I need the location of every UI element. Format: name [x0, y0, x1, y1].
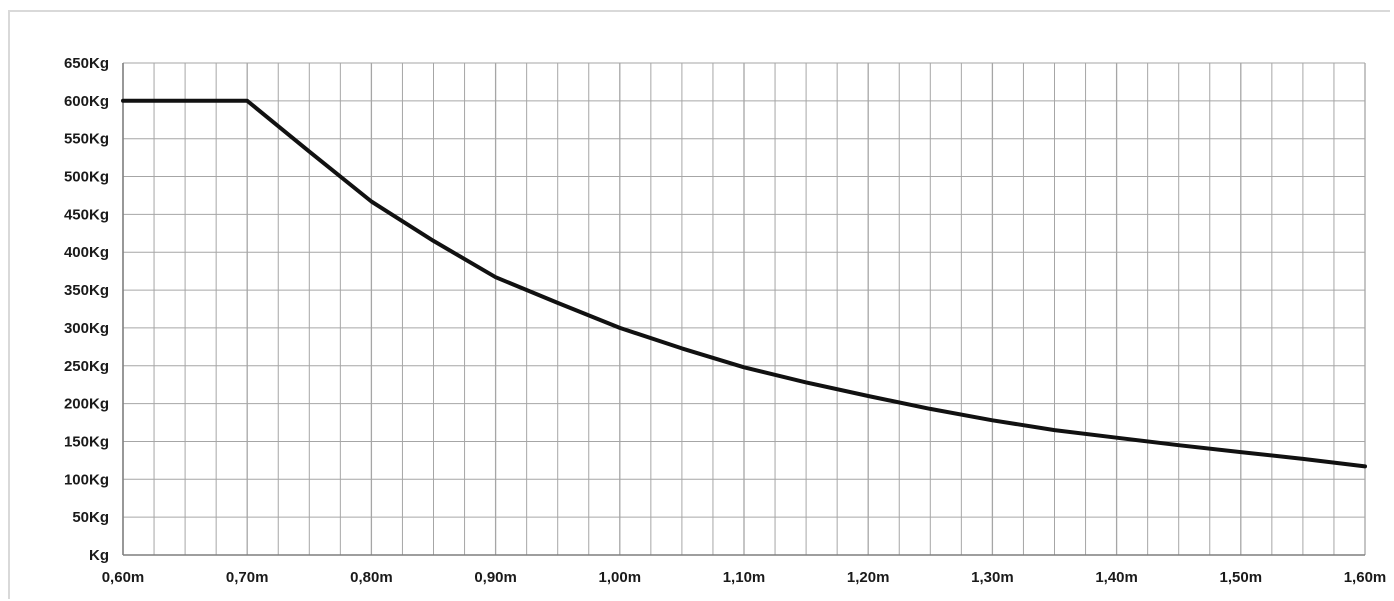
x-tick-label: 1,00m	[599, 569, 642, 586]
x-axis-labels: 0,60m 0,70m 0,80m 0,90m 1,00m 1,10m 1,20m 1,30m…	[102, 569, 1387, 586]
y-tick-label: 450Kg	[64, 206, 109, 223]
grid	[122, 62, 1366, 556]
y-axis-labels: Kg 50Kg 100Kg 150Kg 200Kg 250Kg 300Kg 350Kg 400K…	[64, 55, 109, 564]
y-tick-label: 150Kg	[64, 433, 109, 450]
series-group	[121, 98, 1367, 469]
x-tick-label: 0,70m	[226, 569, 269, 586]
x-tick-label: 1,20m	[847, 569, 890, 586]
y-tick-label: 300Kg	[64, 320, 109, 337]
x-tick-label: 0,90m	[474, 569, 517, 586]
y-tick-label: 500Kg	[64, 169, 109, 186]
y-tick-label: 550Kg	[64, 131, 109, 148]
y-tick-label: 350Kg	[64, 282, 109, 299]
y-tick-label: 600Kg	[64, 93, 109, 110]
y-tick-label: 250Kg	[64, 358, 109, 375]
y-tick-label: Kg	[89, 547, 109, 564]
y-tick-label: 650Kg	[64, 55, 109, 72]
y-tick-label: 200Kg	[64, 396, 109, 413]
x-tick-label: 0,60m	[102, 569, 145, 586]
y-tick-label: 100Kg	[64, 471, 109, 488]
x-tick-label: 1,10m	[723, 569, 766, 586]
x-tick-label: 0,80m	[350, 569, 393, 586]
x-tick-label: 1,60m	[1344, 569, 1387, 586]
x-tick-label: 1,30m	[971, 569, 1014, 586]
chart-frame	[8, 10, 1390, 599]
y-tick-label: 400Kg	[64, 244, 109, 261]
y-tick-label: 50Kg	[72, 509, 109, 526]
x-tick-label: 1,40m	[1095, 569, 1138, 586]
x-tick-label: 1,50m	[1220, 569, 1263, 586]
load-curve-line	[121, 98, 1367, 469]
